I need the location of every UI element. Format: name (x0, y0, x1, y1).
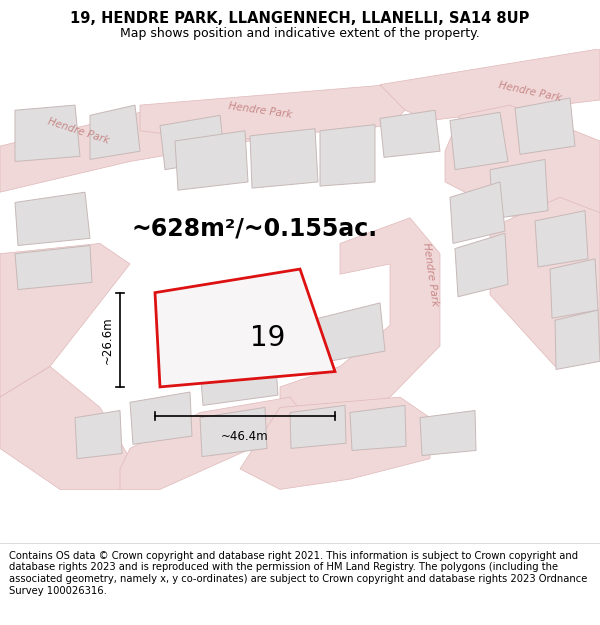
Text: ~628m²/~0.155ac.: ~628m²/~0.155ac. (132, 216, 378, 240)
Polygon shape (175, 131, 248, 190)
Polygon shape (0, 366, 130, 489)
Polygon shape (555, 310, 600, 369)
Text: 19: 19 (250, 324, 285, 352)
Polygon shape (15, 246, 92, 289)
Text: Hendre Park: Hendre Park (227, 101, 292, 119)
Polygon shape (320, 124, 375, 186)
Polygon shape (290, 406, 346, 448)
Text: Hendre Park: Hendre Park (46, 116, 110, 146)
Text: Map shows position and indicative extent of the property.: Map shows position and indicative extent… (120, 27, 480, 40)
Polygon shape (490, 198, 600, 366)
Text: 19, HENDRE PARK, LLANGENNECH, LLANELLI, SA14 8UP: 19, HENDRE PARK, LLANGENNECH, LLANELLI, … (70, 11, 530, 26)
Polygon shape (160, 116, 225, 169)
Text: ~26.6m: ~26.6m (101, 316, 114, 364)
Polygon shape (155, 269, 335, 387)
Text: ~46.4m: ~46.4m (221, 430, 269, 443)
Text: Hendre Park: Hendre Park (421, 242, 439, 307)
Polygon shape (140, 84, 410, 141)
Polygon shape (310, 303, 385, 364)
Polygon shape (550, 259, 598, 318)
Polygon shape (0, 105, 250, 192)
Polygon shape (350, 406, 406, 451)
Polygon shape (15, 105, 80, 161)
Text: Contains OS data © Crown copyright and database right 2021. This information is : Contains OS data © Crown copyright and d… (9, 551, 587, 596)
Polygon shape (445, 105, 600, 233)
Polygon shape (450, 182, 505, 244)
Polygon shape (250, 129, 318, 188)
Text: Hendre Park: Hendre Park (497, 80, 562, 103)
Polygon shape (280, 218, 440, 418)
Polygon shape (90, 105, 140, 159)
Polygon shape (490, 159, 548, 219)
Polygon shape (240, 397, 430, 489)
Polygon shape (515, 98, 575, 154)
Polygon shape (130, 392, 192, 444)
Polygon shape (0, 244, 130, 397)
Polygon shape (455, 233, 508, 297)
Polygon shape (15, 192, 90, 246)
Polygon shape (120, 397, 310, 489)
Polygon shape (75, 411, 122, 459)
Polygon shape (200, 408, 267, 457)
Polygon shape (420, 411, 476, 456)
Polygon shape (380, 110, 440, 158)
Polygon shape (380, 49, 600, 121)
Polygon shape (450, 112, 508, 169)
Polygon shape (200, 354, 278, 406)
Polygon shape (535, 211, 588, 267)
